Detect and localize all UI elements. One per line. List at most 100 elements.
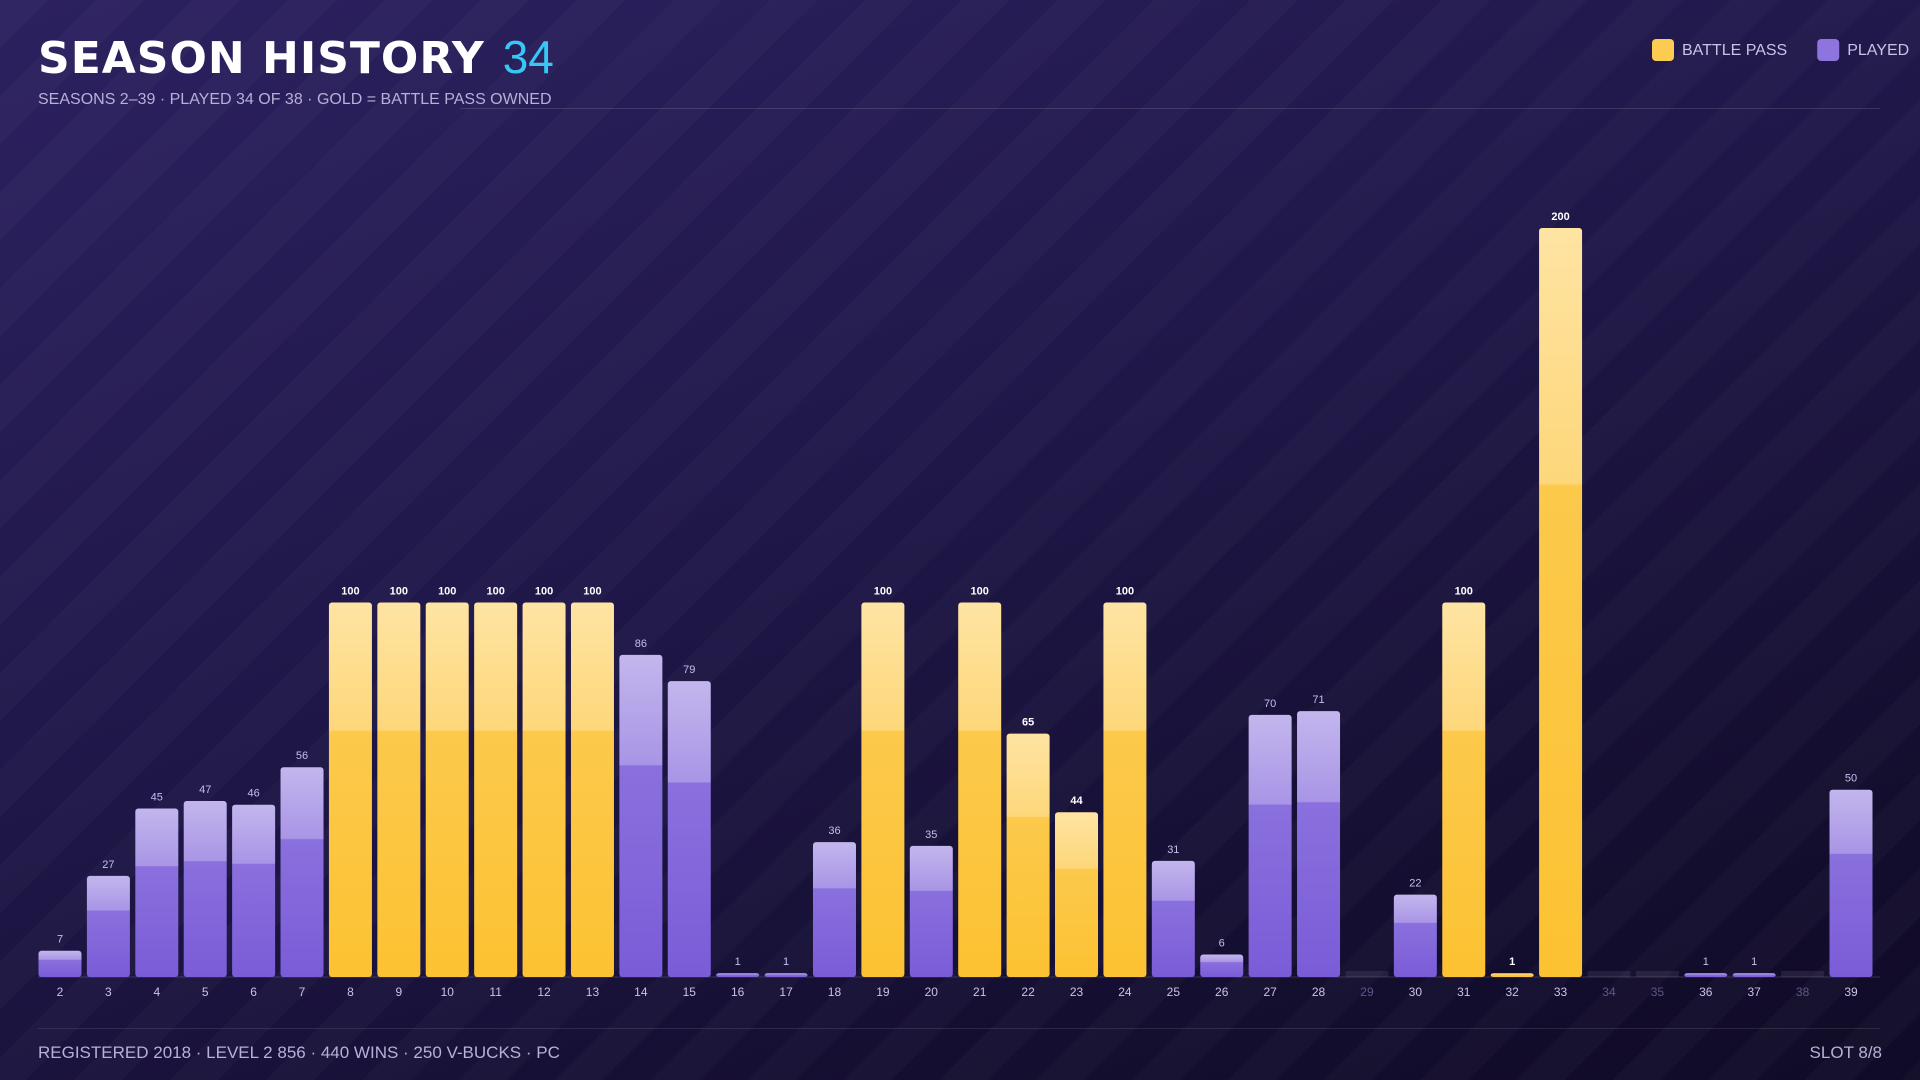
empty-slot xyxy=(1781,971,1825,977)
value-label: 36 xyxy=(828,825,840,837)
legend-label: BATTLE PASS xyxy=(1682,42,1787,59)
value-label: 50 xyxy=(1845,773,1857,785)
value-label: 100 xyxy=(390,585,408,597)
x-tick-label: 23 xyxy=(1070,985,1084,999)
bar xyxy=(474,602,518,977)
bar xyxy=(667,681,711,977)
value-label: 100 xyxy=(438,585,456,597)
x-tick-label: 8 xyxy=(347,985,354,999)
x-tick-label: 3 xyxy=(105,985,112,999)
x-tick-label: 10 xyxy=(441,985,455,999)
subtitle: SEASONS 2–39 · PLAYED 34 OF 38 · GOLD = … xyxy=(38,91,552,108)
x-tick-label: 34 xyxy=(1602,985,1616,999)
value-label: 100 xyxy=(486,585,504,597)
value-label: 7 xyxy=(57,934,63,946)
legend-label: PLAYED xyxy=(1847,42,1909,59)
x-tick-label: 9 xyxy=(395,985,402,999)
x-tick-label: 13 xyxy=(586,985,600,999)
bar xyxy=(1684,973,1728,977)
bar xyxy=(1055,812,1099,977)
empty-slot xyxy=(1345,971,1389,977)
x-tick-label: 35 xyxy=(1651,985,1665,999)
x-tick-label: 29 xyxy=(1360,985,1374,999)
x-tick-label: 4 xyxy=(153,985,160,999)
value-label: 1 xyxy=(735,956,741,968)
season-count: 34 xyxy=(502,31,554,83)
bar xyxy=(1442,602,1486,977)
empty-slot xyxy=(1587,971,1631,977)
value-label: 44 xyxy=(1070,795,1083,807)
value-label: 1 xyxy=(1751,956,1757,968)
bar xyxy=(86,875,130,977)
value-label: 79 xyxy=(683,664,695,676)
value-label: 46 xyxy=(247,788,259,800)
x-tick-label: 18 xyxy=(828,985,842,999)
x-tick-label: 21 xyxy=(973,985,987,999)
x-tick-label: 22 xyxy=(1021,985,1035,999)
title: SEASON HISTORY xyxy=(38,33,485,84)
x-tick-label: 14 xyxy=(634,985,648,999)
bar xyxy=(522,602,566,977)
bar xyxy=(183,800,227,977)
bar xyxy=(1732,973,1776,977)
x-tick-label: 20 xyxy=(925,985,939,999)
x-tick-label: 17 xyxy=(779,985,793,999)
value-label: 100 xyxy=(535,585,553,597)
value-label: 1 xyxy=(783,956,789,968)
value-label: 31 xyxy=(1167,844,1179,856)
x-tick-label: 16 xyxy=(731,985,745,999)
bar xyxy=(716,973,760,977)
bar xyxy=(812,842,856,977)
x-tick-label: 36 xyxy=(1699,985,1713,999)
bar xyxy=(328,602,372,977)
value-label: 35 xyxy=(925,829,937,841)
x-tick-label: 25 xyxy=(1167,985,1181,999)
x-tick-label: 32 xyxy=(1505,985,1519,999)
value-label: 65 xyxy=(1022,716,1034,728)
value-label: 22 xyxy=(1409,878,1421,890)
x-tick-label: 12 xyxy=(537,985,551,999)
bar xyxy=(1490,973,1534,977)
value-label: 100 xyxy=(1116,585,1134,597)
value-label: 100 xyxy=(583,585,601,597)
bar xyxy=(280,767,324,977)
value-label: 27 xyxy=(102,859,114,871)
x-tick-label: 15 xyxy=(683,985,697,999)
header: SEASON HISTORY 34 xyxy=(38,30,554,84)
value-label: 100 xyxy=(874,585,892,597)
x-tick-label: 33 xyxy=(1554,985,1568,999)
value-label: 71 xyxy=(1312,694,1324,706)
bar xyxy=(764,973,808,977)
legend-swatch xyxy=(1817,39,1840,61)
x-tick-label: 7 xyxy=(299,985,306,999)
value-label: 56 xyxy=(296,750,308,762)
bar xyxy=(619,654,663,977)
x-tick-label: 37 xyxy=(1748,985,1762,999)
x-tick-label: 28 xyxy=(1312,985,1326,999)
value-label: 200 xyxy=(1551,211,1569,223)
bar xyxy=(1297,711,1341,977)
bar xyxy=(909,845,953,977)
x-tick-label: 19 xyxy=(876,985,890,999)
bar xyxy=(1006,733,1050,977)
divider xyxy=(460,108,1880,109)
bar xyxy=(570,602,614,977)
value-label: 47 xyxy=(199,784,211,796)
bar xyxy=(1200,954,1244,977)
value-label: 100 xyxy=(1455,585,1473,597)
divider xyxy=(38,1028,1880,1029)
value-label: 70 xyxy=(1264,698,1276,710)
value-label: 100 xyxy=(341,585,359,597)
x-tick-label: 24 xyxy=(1118,985,1132,999)
legend-swatch xyxy=(1652,39,1674,61)
bar xyxy=(1393,894,1437,977)
x-tick-label: 26 xyxy=(1215,985,1229,999)
slot: SLOT 8/8 xyxy=(1809,1043,1882,1062)
bar xyxy=(38,950,82,977)
footer-info: REGISTERED 2018 · LEVEL 2 856 · 440 WINS… xyxy=(38,1043,560,1062)
value-label: 6 xyxy=(1219,937,1225,949)
x-tick-label: 11 xyxy=(489,985,502,999)
value-label: 1 xyxy=(1509,956,1515,968)
